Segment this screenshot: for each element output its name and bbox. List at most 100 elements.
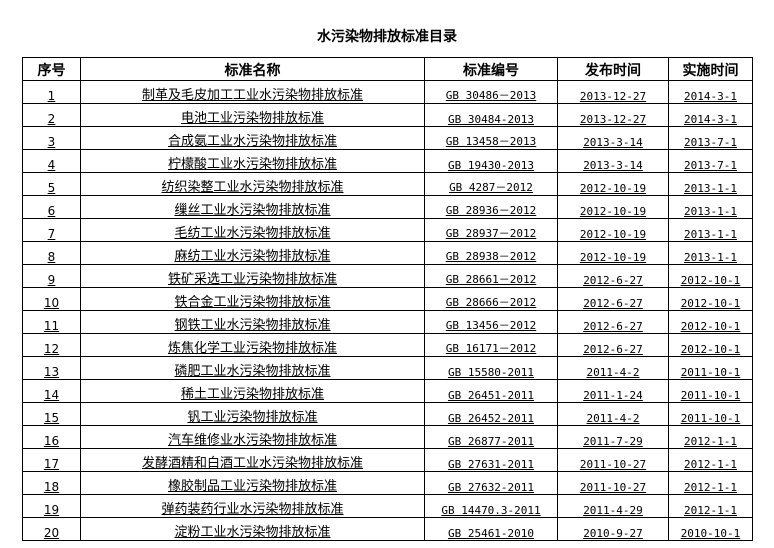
publish-date-link[interactable]: 2012-6-27 bbox=[583, 320, 643, 333]
publish-date-link[interactable]: 2011-7-29 bbox=[583, 435, 643, 448]
row-index[interactable]: 17 bbox=[43, 457, 60, 471]
standard-code-link[interactable]: GB 30484-2013 bbox=[447, 113, 535, 126]
publish-date-link[interactable]: 2010-9-27 bbox=[583, 527, 643, 540]
publish-date-link[interactable]: 2011-1-24 bbox=[583, 389, 643, 402]
standard-name-link[interactable]: 铁矿采选工业污染物排放标准 bbox=[167, 272, 337, 287]
publish-date-link[interactable]: 2012-10-19 bbox=[579, 251, 647, 264]
row-index[interactable]: 6 bbox=[47, 204, 56, 218]
standard-code-link[interactable]: GB 13456－2012 bbox=[445, 319, 537, 332]
standard-name-link[interactable]: 铁合金工业污染物排放标准 bbox=[174, 295, 331, 310]
standard-code-link[interactable]: GB 28661－2012 bbox=[445, 273, 537, 286]
publish-date-link[interactable]: 2013-3-14 bbox=[583, 159, 643, 172]
publish-date-link[interactable]: 2012-10-19 bbox=[579, 228, 647, 241]
standard-name-link[interactable]: 制革及毛皮加工工业水污染物排放标准 bbox=[141, 88, 363, 103]
standard-code-link[interactable]: GB 15580-2011 bbox=[447, 366, 535, 379]
effective-date-link[interactable]: 2013-1-1 bbox=[684, 182, 737, 195]
row-index[interactable]: 10 bbox=[43, 296, 60, 310]
publish-date-link[interactable]: 2012-10-19 bbox=[579, 205, 647, 218]
row-index[interactable]: 13 bbox=[43, 365, 60, 379]
effective-date-link[interactable]: 2011-10-1 bbox=[680, 412, 741, 425]
row-index[interactable]: 7 bbox=[47, 227, 56, 241]
standard-code-link[interactable]: GB 27631-2011 bbox=[447, 458, 535, 471]
publish-date-link[interactable]: 2012-6-27 bbox=[583, 343, 643, 356]
effective-date-link[interactable]: 2012-10-1 bbox=[680, 297, 741, 310]
row-index[interactable]: 15 bbox=[43, 411, 60, 425]
publish-date-link[interactable]: 2011-10-27 bbox=[579, 458, 647, 471]
standard-code-link[interactable]: GB 26451-2011 bbox=[447, 389, 535, 402]
effective-date-link[interactable]: 2014-3-1 bbox=[684, 113, 737, 126]
effective-date-link[interactable]: 2014-3-1 bbox=[684, 90, 737, 103]
standard-name-link[interactable]: 磷肥工业水污染物排放标准 bbox=[174, 364, 331, 379]
effective-date-link[interactable]: 2012-10-1 bbox=[680, 274, 741, 287]
row-index[interactable]: 5 bbox=[47, 181, 56, 195]
row-index[interactable]: 18 bbox=[43, 480, 60, 494]
row-index[interactable]: 3 bbox=[47, 135, 56, 149]
effective-date-link[interactable]: 2013-7-1 bbox=[684, 136, 737, 149]
standard-name-link[interactable]: 炼焦化学工业污染物排放标准 bbox=[167, 341, 337, 356]
effective-date-link[interactable]: 2013-1-1 bbox=[684, 251, 737, 264]
standard-name-link[interactable]: 纺织染整工业水污染物排放标准 bbox=[161, 180, 344, 195]
standard-code-link[interactable]: GB 16171－2012 bbox=[445, 342, 537, 355]
standard-code-link[interactable]: GB 27632-2011 bbox=[447, 481, 535, 494]
standard-name-link[interactable]: 毛纺工业水污染物排放标准 bbox=[174, 226, 331, 241]
standard-name-link[interactable]: 弹药装药行业水污染物排放标准 bbox=[161, 502, 344, 517]
effective-date-link[interactable]: 2011-10-1 bbox=[680, 389, 741, 402]
standard-code-link[interactable]: GB 28936－2012 bbox=[445, 204, 537, 217]
publish-date-link[interactable]: 2011-4-2 bbox=[586, 366, 640, 379]
row-index[interactable]: 4 bbox=[47, 158, 56, 172]
standard-code-link[interactable]: GB 26877-2011 bbox=[447, 435, 535, 448]
standard-name-link[interactable]: 柠檬酸工业水污染物排放标准 bbox=[167, 157, 337, 172]
publish-date-link[interactable]: 2012-6-27 bbox=[583, 274, 643, 287]
standard-name-link[interactable]: 钢铁工业水污染物排放标准 bbox=[174, 318, 331, 333]
row-index[interactable]: 8 bbox=[47, 250, 56, 264]
effective-date-link[interactable]: 2013-1-1 bbox=[684, 228, 737, 241]
standard-name-link[interactable]: 淀粉工业水污染物排放标准 bbox=[174, 525, 331, 540]
effective-date-link[interactable]: 2011-10-1 bbox=[680, 366, 741, 379]
row-index[interactable]: 14 bbox=[43, 388, 60, 402]
effective-date-link[interactable]: 2012-10-1 bbox=[680, 320, 741, 333]
row-index[interactable]: 19 bbox=[43, 503, 60, 517]
standard-code-link[interactable]: GB 28938－2012 bbox=[445, 250, 537, 263]
publish-date-link[interactable]: 2011-4-2 bbox=[586, 412, 640, 425]
standard-name-link[interactable]: 钒工业污染物排放标准 bbox=[187, 410, 318, 425]
standard-code-link[interactable]: GB 30486－2013 bbox=[445, 89, 537, 102]
effective-date-link[interactable]: 2012-1-1 bbox=[684, 504, 737, 517]
publish-date-link[interactable]: 2011-10-27 bbox=[579, 481, 647, 494]
effective-date-link[interactable]: 2012-1-1 bbox=[684, 481, 737, 494]
standard-code-link[interactable]: GB 13458－2013 bbox=[445, 135, 537, 148]
row-index[interactable]: 16 bbox=[43, 434, 60, 448]
standard-name-link[interactable]: 合成氨工业水污染物排放标准 bbox=[167, 134, 337, 149]
effective-date-link[interactable]: 2010-10-1 bbox=[680, 527, 741, 540]
standard-code-link[interactable]: GB 28937－2012 bbox=[445, 227, 537, 240]
row-index[interactable]: 11 bbox=[43, 319, 60, 333]
standard-code-link[interactable]: GB 4287－2012 bbox=[449, 181, 533, 194]
row-index[interactable]: 1 bbox=[47, 89, 56, 103]
standard-name-link[interactable]: 缫丝工业水污染物排放标准 bbox=[174, 203, 331, 218]
effective-date-link[interactable]: 2013-1-1 bbox=[684, 205, 737, 218]
publish-date-link[interactable]: 2012-10-19 bbox=[579, 182, 647, 195]
effective-date-link[interactable]: 2012-10-1 bbox=[680, 343, 741, 356]
standard-code-link[interactable]: GB 19430-2013 bbox=[447, 159, 535, 172]
standard-name-link[interactable]: 稀土工业污染物排放标准 bbox=[180, 387, 324, 402]
row-index[interactable]: 12 bbox=[43, 342, 60, 356]
row-index[interactable]: 9 bbox=[47, 273, 56, 287]
row-index[interactable]: 2 bbox=[47, 112, 56, 126]
standard-code-link[interactable]: GB 25461-2010 bbox=[447, 527, 535, 540]
standard-name-link[interactable]: 橡胶制品工业污染物排放标准 bbox=[167, 479, 337, 494]
publish-date-link[interactable]: 2013-12-27 bbox=[579, 113, 647, 126]
row-index[interactable]: 20 bbox=[43, 526, 60, 540]
effective-date-link[interactable]: 2012-1-1 bbox=[684, 435, 737, 448]
standard-name-link[interactable]: 发酵酒精和白酒工业水污染物排放标准 bbox=[141, 456, 363, 471]
publish-date-link[interactable]: 2011-4-29 bbox=[583, 504, 643, 517]
publish-date-link[interactable]: 2012-6-27 bbox=[583, 297, 643, 310]
publish-date-link[interactable]: 2013-12-27 bbox=[579, 90, 647, 103]
effective-date-link[interactable]: 2012-1-1 bbox=[684, 458, 737, 471]
standard-code-link[interactable]: GB 28666－2012 bbox=[445, 296, 537, 309]
standard-code-link[interactable]: GB 26452-2011 bbox=[447, 412, 535, 425]
standard-code-link[interactable]: GB 14470.3-2011 bbox=[441, 504, 541, 517]
standard-name-link[interactable]: 汽车维修业水污染物排放标准 bbox=[167, 433, 337, 448]
effective-date-link[interactable]: 2013-7-1 bbox=[684, 159, 737, 172]
publish-date-link[interactable]: 2013-3-14 bbox=[583, 136, 643, 149]
standard-name-link[interactable]: 麻纺工业水污染物排放标准 bbox=[174, 249, 331, 264]
standard-name-link[interactable]: 电池工业污染物排放标准 bbox=[180, 111, 324, 126]
